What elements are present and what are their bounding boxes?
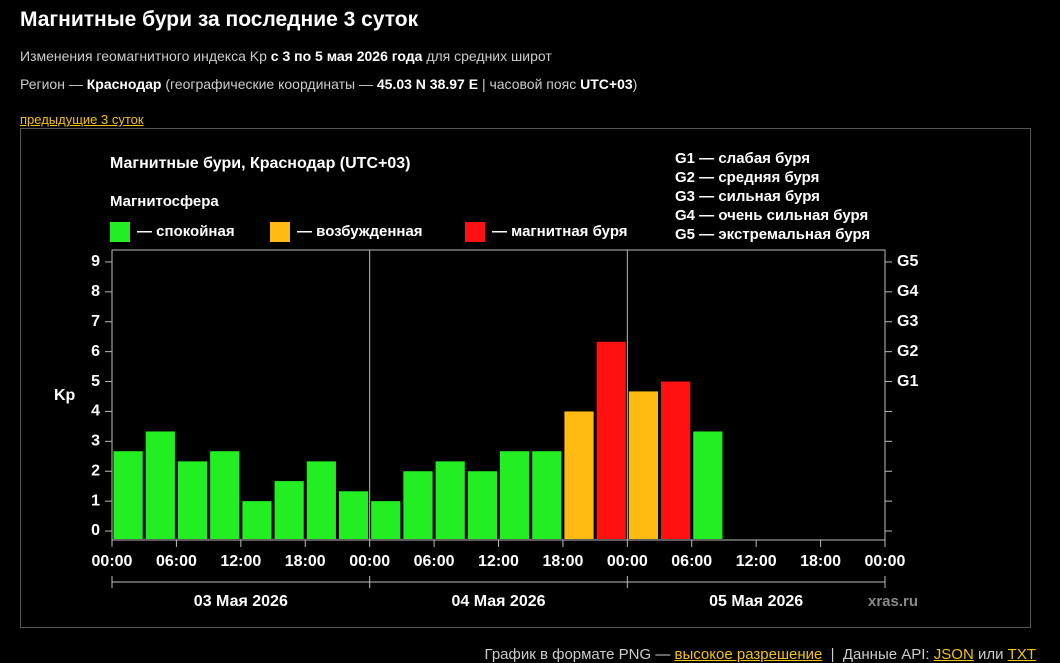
text: | часовой пояс: [478, 76, 581, 92]
x-tick-label: 06:00: [671, 553, 712, 570]
text: 45.03 N 38.97 E: [376, 76, 479, 92]
storm-level: G2 — средняя буря: [675, 169, 819, 186]
bar: [435, 461, 465, 539]
bar: [628, 391, 659, 539]
footer: График в формате PNG — высокое разрешени…: [485, 646, 1036, 663]
legend-swatch: [110, 222, 130, 242]
bar: [596, 341, 626, 539]
y2-tick-label: G1: [897, 373, 918, 390]
x-tick-label: 18:00: [542, 553, 583, 570]
storm-level: G3 — сильная буря: [675, 188, 820, 205]
y-axis-label: Kp: [54, 387, 76, 404]
link[interactable]: высокое разрешение: [674, 646, 823, 663]
y-tick-label: 4: [91, 403, 100, 420]
y-tick-label: 2: [91, 462, 100, 479]
y-tick-label: 5: [91, 373, 100, 390]
storm-level: G5 — экстремальная буря: [675, 226, 870, 243]
text: с 3 по 5 мая 2026 года: [270, 48, 423, 64]
text: ): [632, 76, 638, 92]
x-tick-label: 00:00: [607, 553, 648, 570]
x-tick-label: 06:00: [156, 553, 197, 570]
y-tick-label: 0: [91, 522, 100, 539]
text: Регион —: [20, 76, 87, 92]
bar: [467, 471, 497, 539]
bar: [177, 461, 208, 539]
text: Изменения геомагнитного индекса Kp: [20, 48, 271, 64]
legend-title: Магнитосфера: [110, 193, 219, 210]
bar: [661, 381, 691, 539]
text: UTC+03: [580, 76, 633, 92]
watermark: xras.ru: [868, 593, 918, 610]
legend-label: — спокойная: [137, 223, 235, 240]
x-tick-label: 18:00: [800, 553, 841, 570]
y-tick-label: 3: [91, 433, 100, 450]
x-tick-label: 00:00: [349, 553, 390, 570]
bar: [532, 451, 562, 539]
bar: [274, 481, 304, 539]
link[interactable]: JSON: [933, 646, 974, 663]
subtitle: Изменения геомагнитного индекса Kp с 3 п…: [20, 48, 552, 64]
x-tick-label: 00:00: [865, 553, 906, 570]
y2-tick-label: G5: [897, 253, 918, 270]
text: (географические координаты —: [161, 76, 377, 92]
legend-swatch: [270, 222, 290, 242]
bar: [145, 431, 175, 539]
page-title: Магнитные бури за последние 3 суток: [20, 8, 419, 31]
bar: [371, 501, 401, 539]
legend-label: — возбужденная: [297, 223, 423, 240]
legend-swatch: [465, 222, 485, 242]
text: или: [973, 646, 1008, 663]
bar: [500, 451, 530, 539]
y2-tick-label: G3: [897, 313, 918, 330]
text: | Данные API:: [822, 646, 934, 663]
bar: [564, 411, 594, 539]
text: для средних широт: [422, 48, 552, 64]
text: График в формате PNG —: [484, 646, 675, 663]
day-label: 03 Мая 2026: [194, 593, 288, 610]
previous-link[interactable]: предыдущие 3 суток: [20, 112, 144, 127]
y-tick-label: 7: [91, 313, 100, 330]
chart: Магнитные бури, Краснодар (UTC+03) Магни…: [20, 128, 1031, 628]
day-label: 05 Мая 2026: [709, 593, 803, 610]
chart-title: Магнитные бури, Краснодар (UTC+03): [110, 155, 410, 172]
x-tick-label: 12:00: [220, 553, 261, 570]
y2-tick-label: G4: [897, 283, 918, 300]
bar: [210, 451, 240, 539]
y-tick-label: 1: [91, 492, 100, 509]
day-label: 04 Мая 2026: [451, 593, 545, 610]
text: Краснодар: [86, 76, 162, 92]
storm-level: G4 — очень сильная буря: [675, 207, 868, 224]
legend-label: — магнитная буря: [492, 223, 628, 240]
x-tick-label: 06:00: [414, 553, 455, 570]
y2-tick-label: G2: [897, 343, 918, 360]
y-tick-label: 6: [91, 343, 100, 360]
bar: [113, 451, 143, 539]
bar: [242, 501, 272, 539]
x-tick-label: 00:00: [92, 553, 133, 570]
x-tick-label: 12:00: [736, 553, 777, 570]
chart-frame: [20, 128, 1031, 628]
link[interactable]: TXT: [1007, 646, 1036, 663]
y-tick-label: 9: [91, 253, 100, 270]
storm-level: G1 — слабая буря: [675, 150, 810, 167]
region: Регион — Краснодар (географические коорд…: [20, 76, 637, 92]
bar: [306, 461, 336, 539]
bar: [403, 471, 433, 539]
bar: [693, 431, 723, 539]
bar: [338, 491, 369, 539]
x-tick-label: 18:00: [285, 553, 326, 570]
x-tick-label: 12:00: [478, 553, 519, 570]
y-tick-label: 8: [91, 283, 100, 300]
